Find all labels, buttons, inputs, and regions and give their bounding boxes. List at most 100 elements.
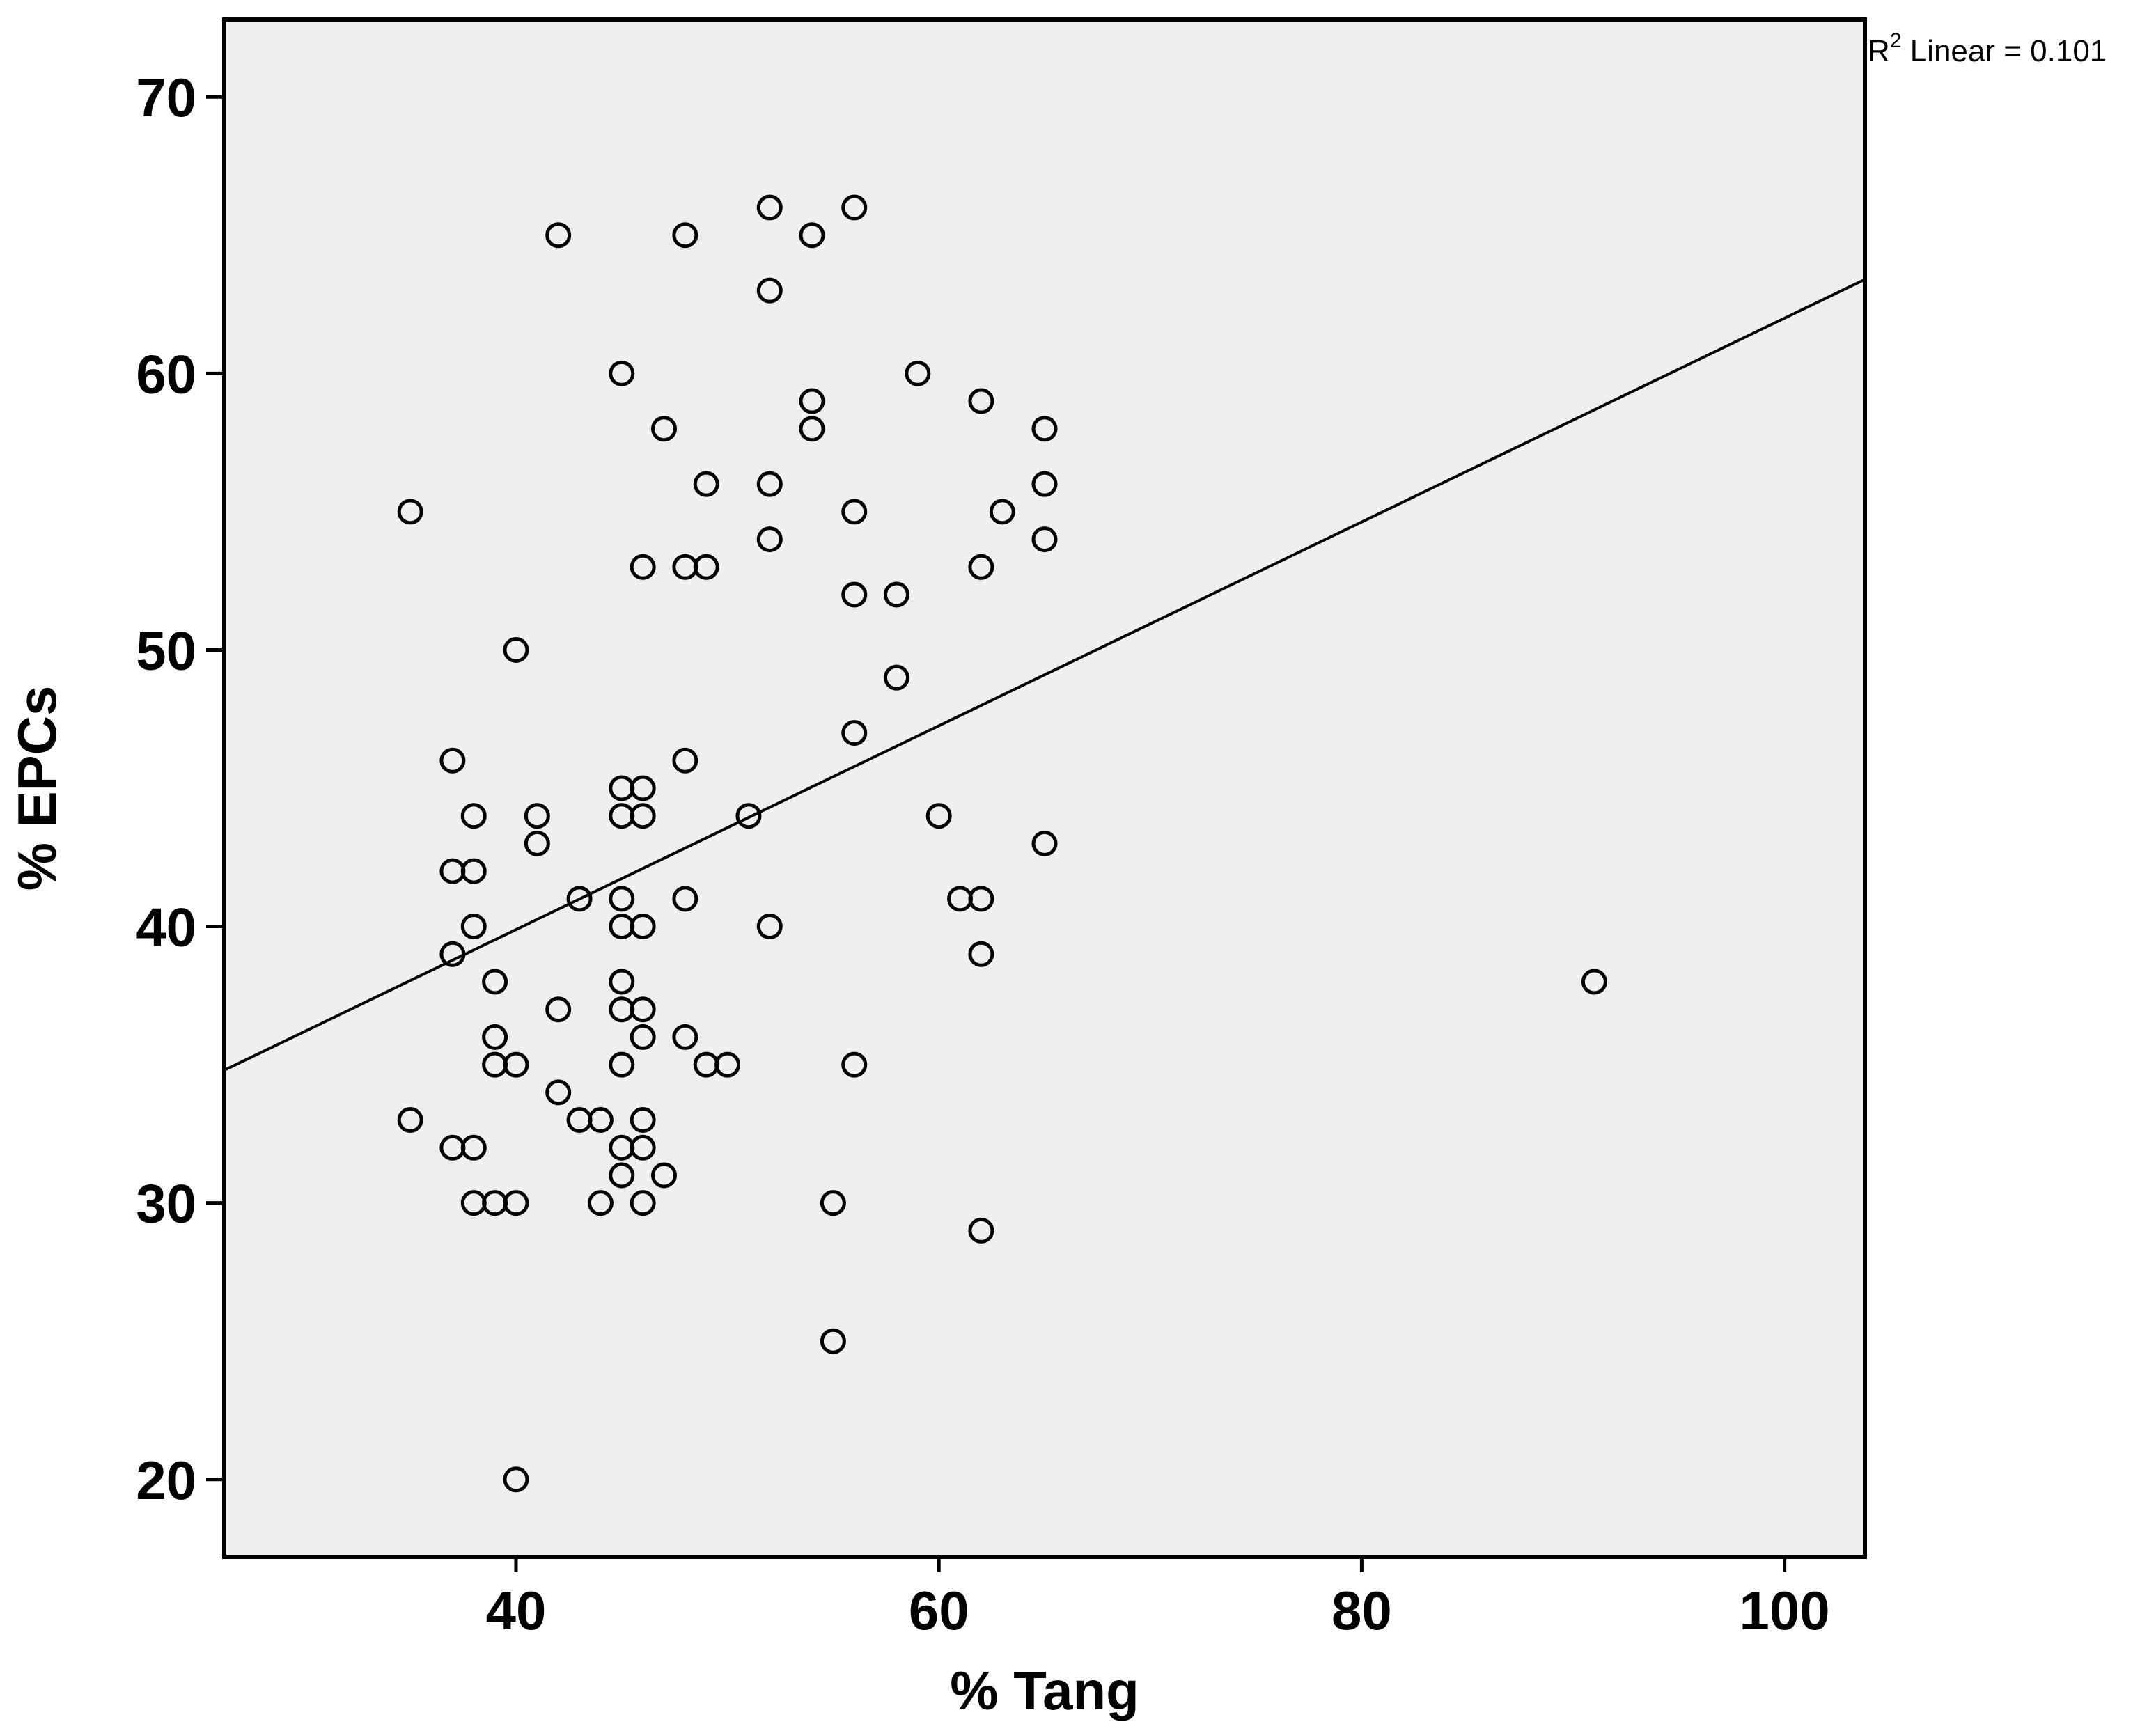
data-point <box>439 941 466 967</box>
data-point <box>820 1328 846 1354</box>
data-point <box>756 914 783 940</box>
data-point <box>968 1217 994 1244</box>
data-point <box>630 914 656 940</box>
x-tick-label: 80 <box>1331 1580 1392 1641</box>
x-tick-label: 60 <box>909 1580 969 1641</box>
data-point <box>609 886 635 912</box>
fit-line <box>224 278 1866 1072</box>
data-point <box>397 499 423 525</box>
y-tick-label: 20 <box>136 1450 196 1511</box>
data-point <box>968 941 994 967</box>
data-point <box>630 554 656 580</box>
data-point <box>968 554 994 580</box>
data-point <box>820 1190 846 1216</box>
x-tick-label: 40 <box>486 1580 547 1641</box>
data-point <box>841 581 868 608</box>
x-axis-title: % Tang <box>950 1660 1139 1721</box>
data-point <box>799 416 825 442</box>
data-point <box>630 803 656 829</box>
data-point <box>503 1190 529 1216</box>
data-point <box>1031 830 1058 856</box>
data-point <box>672 1024 698 1050</box>
data-point <box>397 1107 423 1134</box>
data-point <box>460 858 487 884</box>
data-point <box>630 775 656 801</box>
plot-frame <box>222 17 1867 1559</box>
data-point <box>630 1190 656 1216</box>
data-point <box>587 1190 614 1216</box>
data-point <box>1031 471 1058 497</box>
data-point <box>482 1024 508 1050</box>
y-axis-ticks: 20 30 40 50 60 70 <box>136 67 224 1511</box>
x-axis-ticks: 40 60 80 100 <box>486 1557 1830 1641</box>
data-point <box>841 499 868 525</box>
y-tick-label: 70 <box>136 67 196 128</box>
x-tick-label: 100 <box>1740 1580 1830 1641</box>
data-point <box>1581 969 1607 995</box>
data-point <box>735 803 762 829</box>
data-point <box>630 996 656 1023</box>
data-point <box>968 886 994 912</box>
data-point <box>630 1024 656 1050</box>
data-point <box>482 969 508 995</box>
data-point <box>756 194 783 221</box>
data-point <box>799 388 825 414</box>
data-point <box>693 554 719 580</box>
data-point <box>460 803 487 829</box>
r-squared-value: Linear = 0.101 <box>1901 34 2107 68</box>
data-point <box>503 636 529 663</box>
data-point <box>1031 416 1058 442</box>
y-tick-label: 50 <box>136 620 196 681</box>
y-axis-title: % EPCs <box>6 686 68 891</box>
data-point <box>756 526 783 553</box>
data-point <box>609 969 635 995</box>
data-point <box>503 1051 529 1078</box>
data-point <box>609 1051 635 1078</box>
data-point <box>503 1466 529 1493</box>
data-point <box>545 222 572 249</box>
data-point <box>1031 526 1058 553</box>
data-point <box>672 747 698 774</box>
data-point <box>609 1162 635 1189</box>
data-point <box>439 747 466 774</box>
data-point <box>883 664 909 691</box>
data-point <box>989 499 1015 525</box>
data-point <box>841 194 868 221</box>
data-point <box>545 1079 572 1106</box>
data-point <box>693 471 719 497</box>
y-tick-label: 30 <box>136 1173 196 1235</box>
data-point <box>841 720 868 746</box>
plot-background <box>224 19 1865 1557</box>
data-point <box>756 277 783 304</box>
data-point <box>714 1051 741 1078</box>
data-point <box>630 1134 656 1161</box>
data-point <box>630 1107 656 1134</box>
data-point <box>672 886 698 912</box>
r-squared-label: R2 Linear = 0.101 <box>1868 29 2107 68</box>
fit-line-layer <box>224 278 1866 1072</box>
data-point <box>968 388 994 414</box>
y-tick-label: 60 <box>136 343 196 405</box>
data-point <box>756 471 783 497</box>
data-point <box>545 996 572 1023</box>
data-point <box>460 1134 487 1161</box>
data-point <box>841 1051 868 1078</box>
data-point <box>905 360 931 386</box>
data-point <box>524 830 550 856</box>
points-layer <box>397 194 1607 1493</box>
data-point <box>651 1162 678 1189</box>
data-point <box>524 803 550 829</box>
y-tick-label: 40 <box>136 897 196 958</box>
data-point <box>799 222 825 249</box>
r-squared-superscript: 2 <box>1890 29 1902 52</box>
data-point <box>925 803 952 829</box>
data-point <box>609 360 635 386</box>
data-point <box>587 1107 614 1134</box>
data-point <box>672 222 698 249</box>
data-point <box>566 886 593 912</box>
r-squared-prefix: R <box>1868 34 1890 68</box>
data-point <box>460 914 487 940</box>
data-point <box>883 581 909 608</box>
data-point <box>651 416 678 442</box>
